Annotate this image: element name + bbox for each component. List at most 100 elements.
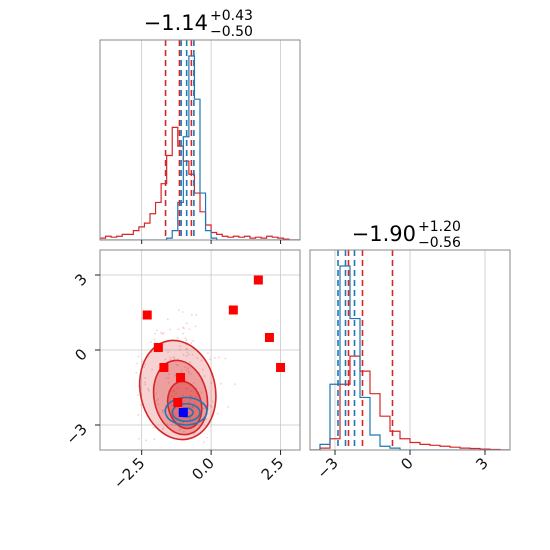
scatter-point: [181, 311, 184, 313]
scatter-point: [155, 400, 158, 402]
scatter-point: [210, 382, 213, 384]
scatter-point: [234, 383, 237, 386]
scatter-point: [173, 389, 176, 392]
marker-primary-3: [176, 373, 186, 382]
scatter-point: [186, 348, 189, 351]
marker-primary-4: [173, 398, 183, 407]
scatter-point: [144, 381, 147, 384]
title-param2-upper: +1.20: [418, 219, 461, 235]
scatter-point: [148, 389, 150, 392]
scatter-point: [209, 358, 211, 361]
scatter-point: [191, 353, 194, 356]
scatter-point: [213, 357, 216, 359]
scatter-point: [154, 332, 157, 335]
scatter-point: [169, 356, 172, 359]
scatter-point: [181, 394, 184, 397]
title-param2-lower: −0.56: [418, 235, 461, 251]
scatter-point: [185, 339, 188, 341]
marker-primary-8: [276, 363, 286, 372]
scatter-point: [190, 406, 193, 409]
scatter-point: [196, 357, 199, 359]
scatter-point: [153, 338, 156, 341]
scatter-point: [209, 404, 211, 407]
scatter-point: [157, 398, 160, 401]
scatter-point: [193, 381, 195, 384]
scatter-point: [177, 406, 180, 409]
title-param1-upper: +0.43: [210, 8, 253, 24]
scatter-point: [206, 481, 208, 483]
scatter-point: [170, 395, 173, 397]
scatter-point: [155, 329, 158, 332]
scatter-point: [189, 373, 192, 376]
scatter-point: [211, 400, 214, 403]
scatter-point: [185, 322, 188, 325]
scatter-point: [178, 428, 181, 431]
scatter-point: [172, 389, 175, 392]
scatter-point: [177, 309, 180, 312]
scatter-point: [137, 413, 140, 416]
scatter-point: [189, 398, 192, 401]
ticklabel-joint-y-1: 0: [71, 345, 90, 364]
ticklabel-joint-y-0: −3: [62, 420, 90, 448]
scatter-point: [167, 377, 170, 379]
scatter-point: [141, 360, 144, 363]
scatter-point: [227, 406, 230, 408]
scatter-point: [174, 413, 177, 416]
scatter-point: [184, 366, 186, 368]
scatter-point: [136, 362, 138, 365]
scatter-point: [164, 358, 167, 361]
scatter-point: [200, 359, 203, 362]
scatter-point: [166, 423, 168, 426]
scatter-point: [139, 403, 142, 406]
scatter-point: [185, 355, 188, 357]
scatter-point: [174, 424, 177, 426]
scatter-point: [185, 348, 188, 350]
title-param1-value: −1.14: [144, 11, 208, 35]
scatter-point: [202, 407, 205, 410]
scatter-point: [166, 318, 169, 321]
scatter-point: [137, 355, 140, 358]
ticklabel-joint-y-2: 3: [71, 270, 90, 289]
scatter-point: [175, 392, 178, 395]
scatter-point: [188, 406, 191, 408]
scatter-point: [162, 411, 165, 414]
scatter-point: [192, 405, 194, 408]
scatter-point: [206, 436, 208, 439]
scatter-point: [190, 313, 193, 316]
scatter-point: [185, 387, 188, 390]
scatter-point: [185, 369, 188, 371]
scatter-point: [188, 401, 191, 404]
contour-secondary-0: [164, 396, 208, 426]
scatter-point: [162, 332, 165, 334]
scatter-point: [174, 374, 177, 377]
scatter-point: [200, 391, 203, 394]
scatter-point: [135, 371, 138, 374]
marker-alt: [178, 408, 188, 417]
scatter-point: [187, 370, 190, 372]
hist-panel-param1: −1.14 +0.43 −0.50: [99, 8, 301, 244]
hist-p1-secondary: [100, 55, 300, 240]
scatter-point: [189, 418, 192, 420]
marker-primary-6: [253, 275, 263, 285]
hist-panel-param1-frame: [99, 39, 301, 241]
scatter-point: [202, 441, 205, 444]
scatter-point: [173, 396, 175, 398]
scatter-point: [147, 387, 149, 390]
contour-secondary-1: [171, 402, 201, 423]
marker-primary-5: [228, 305, 238, 315]
scatter-point: [174, 373, 177, 376]
scatter-point: [161, 428, 164, 431]
ticklabel-joint-x-1: 0.0: [188, 454, 218, 484]
ticklabel-joint-x-2: 2.5: [258, 454, 288, 484]
scatter-point: [183, 430, 185, 433]
scatter-point: [205, 418, 208, 421]
scatter-point: [178, 348, 181, 351]
scatter-point: [224, 357, 227, 360]
scatter-point: [187, 353, 190, 356]
scatter-point: [167, 351, 169, 353]
scatter-point: [175, 363, 178, 366]
scatter-point: [151, 368, 154, 371]
title-param1-lower: −0.50: [210, 24, 253, 40]
marker-primary-2: [159, 363, 169, 372]
